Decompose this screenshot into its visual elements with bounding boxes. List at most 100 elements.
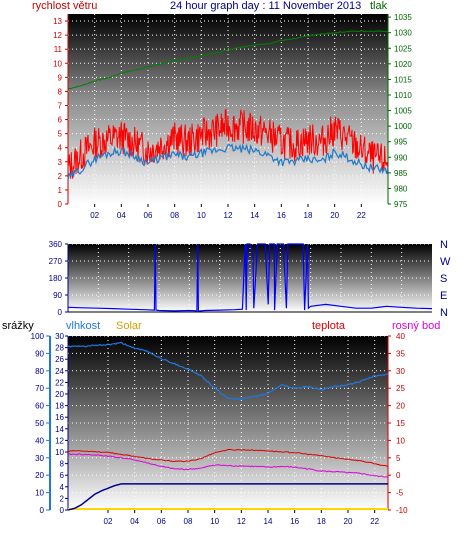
pressure-y-tick-label: 1010: [394, 91, 412, 100]
wind-y-tick-label: 12: [53, 31, 62, 40]
temperature-y-tick-label: -10: [396, 506, 408, 515]
temperature-y-tick-label: 40: [396, 332, 405, 341]
direction-y-tick-label: 270: [49, 257, 63, 266]
pressure-y-tick-label: 1035: [394, 13, 412, 22]
wind-average-line: [67, 143, 389, 180]
humidity-x-tick-label: 14: [264, 517, 273, 526]
humidity-x-tick-label: 06: [157, 517, 166, 526]
rain-y-tick-label: 10: [35, 489, 44, 498]
pressure-y-tick-label: 1030: [394, 29, 412, 38]
temperature-axis-title: teplota: [312, 320, 346, 332]
temperature-line: [67, 448, 389, 468]
pressure-y-tick-label: 1005: [394, 107, 412, 116]
humidity-y-tick-label: 8: [60, 460, 65, 469]
rain-y-tick-label: 60: [35, 402, 44, 411]
pressure-y-tick-label: 995: [394, 138, 408, 147]
humidity-y-tick-label: 20: [55, 390, 64, 399]
wind-x-tick-label: 14: [250, 211, 259, 220]
wind-y-tick-label: 5: [58, 130, 63, 139]
humidity-x-tick-label: 08: [184, 517, 193, 526]
direction-y-tick-label: 180: [49, 274, 63, 283]
temperature-y-tick-label: 5: [396, 454, 401, 463]
pressure-y-tick-label: 980: [394, 184, 408, 193]
wind-y-tick-label: 7: [58, 101, 63, 110]
humidity-x-tick-label: 20: [344, 517, 353, 526]
humidity-y-tick-label: 22: [55, 378, 64, 387]
wind-y-tick-label: 10: [53, 59, 62, 68]
wind-direction-line: [67, 243, 433, 312]
temperature-y-tick-label: 20: [396, 402, 405, 411]
rain-y-tick-label: 80: [35, 367, 44, 376]
direction-letter-s: S: [440, 273, 447, 285]
wind-x-tick-label: 18: [304, 211, 313, 220]
temperature-y-tick-label: 35: [396, 349, 405, 358]
pressure-y-tick-label: 1020: [394, 60, 412, 69]
temperature-y-tick-label: 30: [396, 367, 405, 376]
wind-y-tick-label: 0: [58, 200, 63, 209]
rain-y-tick-label: 20: [35, 471, 44, 480]
pressure-y-tick-label: 1015: [394, 75, 412, 84]
temperature-y-tick-label: -5: [396, 489, 404, 498]
direction-letter-e: E: [440, 290, 447, 302]
humidity-x-tick-label: 18: [317, 517, 326, 526]
pressure-line: [67, 30, 389, 90]
wind-y-tick-label: 3: [58, 158, 63, 167]
wind-plot-area: [68, 14, 388, 204]
humidity-y-tick-label: 28: [55, 344, 64, 353]
humidity-y-tick-label: 26: [55, 355, 64, 364]
humidity-x-tick-label: 04: [130, 517, 139, 526]
wind-x-tick-label: 20: [330, 211, 339, 220]
humidity-axis-title: vlhkost: [66, 320, 101, 332]
rain-y-tick-label: 0: [40, 506, 45, 515]
wind-y-tick-label: 11: [54, 45, 63, 54]
humidity-y-tick-label: 16: [55, 413, 64, 422]
temperature-y-tick-label: 10: [396, 436, 405, 445]
humidity-x-tick-label: 16: [290, 517, 299, 526]
rain-y-tick-label: 100: [31, 332, 45, 341]
wind-x-tick-label: 12: [224, 211, 233, 220]
direction-letter-n: N: [440, 307, 448, 319]
temperature-y-tick-label: 0: [396, 471, 401, 480]
wind-x-tick-label: 04: [117, 211, 126, 220]
wind-gust-line: [67, 108, 389, 179]
wind-y-tick-label: 1: [58, 186, 63, 195]
direction-letter-w: W: [440, 256, 451, 268]
humidity-y-tick-label: 6: [60, 471, 65, 480]
direction-y-tick-label: 0: [58, 308, 63, 317]
dew-point-axis-title: rosný bod: [392, 320, 441, 332]
temperature-y-tick-label: 15: [396, 419, 405, 428]
rain-y-tick-label: 70: [35, 384, 44, 393]
humidity-line: [68, 341, 389, 400]
pressure-y-tick-label: 975: [394, 200, 408, 209]
pressure-y-tick-label: 990: [394, 153, 408, 162]
pressure-y-tick-label: 1000: [394, 122, 412, 131]
wind-x-tick-label: 02: [90, 211, 99, 220]
wind-x-tick-label: 22: [357, 211, 366, 220]
humidity-y-tick-label: 24: [55, 367, 64, 376]
wind-y-tick-label: 4: [58, 144, 63, 153]
pressure-y-tick-label: 1025: [394, 44, 412, 53]
rain-line: [67, 483, 388, 511]
rain-y-tick-label: 90: [35, 349, 44, 358]
direction-y-tick-label: 360: [49, 240, 63, 249]
wind-y-tick-label: 13: [53, 17, 62, 26]
wind-y-tick-label: 6: [58, 116, 63, 125]
pressure-y-tick-label: 985: [394, 169, 408, 178]
humidity-x-tick-label: 22: [370, 517, 379, 526]
wind-y-tick-label: 8: [58, 87, 63, 96]
humidity-y-tick-label: 30: [55, 332, 64, 341]
wind-x-tick-label: 16: [277, 211, 286, 220]
rain-y-tick-label: 40: [35, 436, 44, 445]
rain-y-tick-label: 30: [35, 454, 44, 463]
humidity-y-tick-label: 12: [55, 436, 64, 445]
wind-x-tick-label: 06: [144, 211, 153, 220]
temperature-y-tick-label: 25: [396, 384, 405, 393]
rain-axis-title: srážky: [2, 320, 34, 332]
wind-y-tick-label: 9: [58, 73, 63, 82]
rain-y-tick-label: 50: [35, 419, 44, 428]
wind-speed-axis-title: rychlost větru: [32, 0, 98, 12]
humidity-y-tick-label: 14: [55, 425, 64, 434]
direction-y-tick-label: 90: [53, 291, 62, 300]
